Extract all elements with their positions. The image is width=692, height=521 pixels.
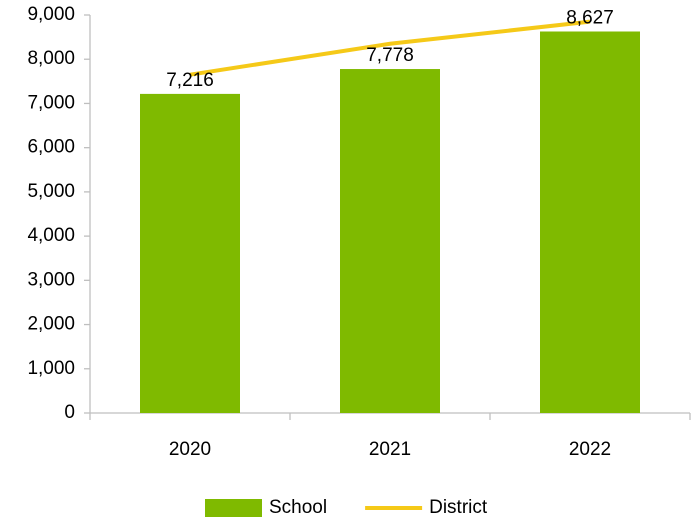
y-tick-label: 6,000 (27, 137, 75, 158)
line (189, 19, 591, 77)
bar (340, 69, 440, 414)
y-tick-label: 0 (64, 402, 75, 423)
x-tick-label: 2022 (569, 439, 611, 460)
data-label: 8,627 (566, 8, 614, 29)
y-tick-label: 3,000 (27, 269, 75, 290)
x-tick-label: 2021 (369, 439, 411, 460)
x-tick-label: 2020 (169, 439, 211, 460)
y-tick-label: 2,000 (27, 314, 75, 335)
data-label: 7,778 (366, 45, 414, 66)
y-tick-label: 4,000 (27, 225, 75, 246)
y-tick-label: 1,000 (27, 358, 75, 379)
y-tick-label: 5,000 (27, 181, 75, 202)
legend-swatch (205, 499, 262, 517)
data-label: 7,216 (166, 70, 214, 91)
y-tick-label: 9,000 (27, 4, 75, 25)
legend-label: School (269, 497, 327, 518)
legend-label: District (429, 497, 488, 518)
bar (140, 93, 240, 413)
y-tick-label: 8,000 (27, 48, 75, 69)
bar (540, 31, 640, 414)
y-tick-label: 7,000 (27, 92, 75, 113)
